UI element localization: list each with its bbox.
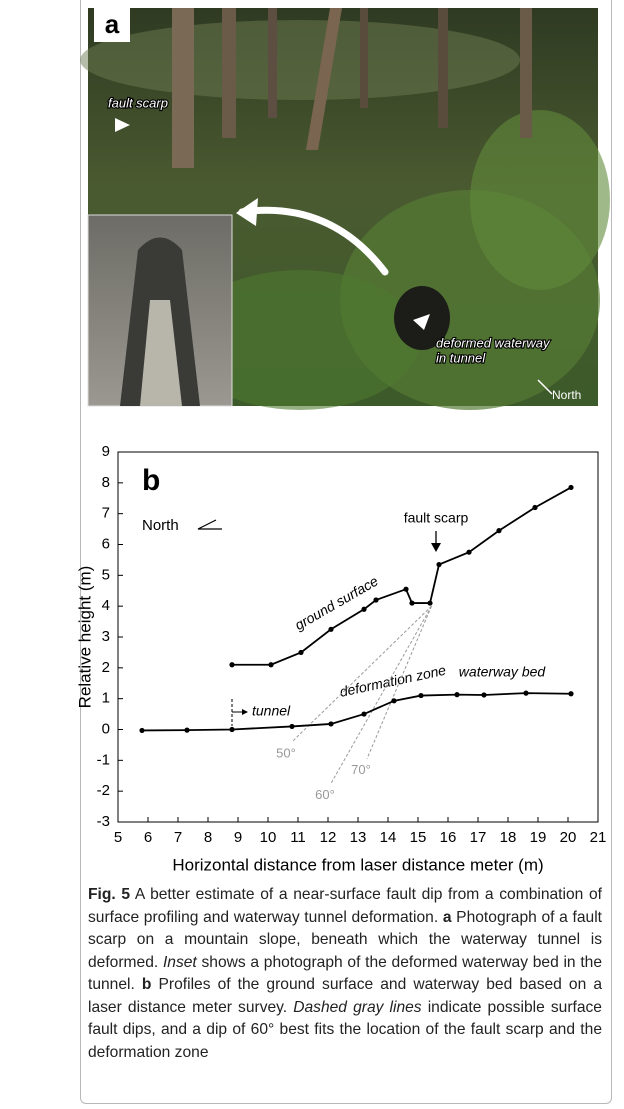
- photo-annotation: in tunnel: [436, 350, 486, 365]
- caption-text: indicate possible surface fault dips, an…: [88, 998, 602, 1061]
- y-tick-label: 3: [102, 628, 110, 645]
- photo-annotation: North: [552, 388, 581, 402]
- caption-text: Inset: [162, 953, 197, 971]
- x-tick-label: 6: [144, 829, 152, 846]
- data-point: [568, 484, 574, 491]
- y-tick-label: -3: [97, 813, 110, 830]
- annotation: tunnel: [252, 703, 291, 719]
- y-tick-label: 7: [102, 505, 110, 522]
- y-axis-title: Relative height (m): [75, 566, 94, 709]
- data-point: [328, 721, 334, 727]
- y-tick-label: -1: [97, 751, 110, 768]
- y-tick-label: 9: [102, 443, 110, 460]
- data-point: [361, 606, 367, 612]
- data-point: [568, 691, 574, 697]
- data-point: [139, 727, 145, 734]
- y-tick-label: 1: [102, 690, 110, 707]
- profile-line: [141, 692, 572, 732]
- data-point: [436, 561, 442, 568]
- data-point: [373, 597, 379, 603]
- x-tick-label: 13: [350, 829, 367, 846]
- data-point: [496, 528, 502, 534]
- profile-chart: b North fault scarp deformation zone tun…: [75, 443, 606, 875]
- y-tick-label: 5: [102, 566, 110, 583]
- profile-line: [232, 486, 572, 666]
- x-tick-label: 20: [560, 829, 577, 846]
- caption-text: Fig. 5: [88, 886, 131, 903]
- caption-text: shows a photograph of the deformed water…: [88, 953, 602, 994]
- annotation: fault scarp: [404, 510, 469, 526]
- caption-text: Profiles of the ground surface and water…: [88, 976, 603, 1016]
- panel-label: a: [105, 9, 120, 39]
- x-tick-label: 15: [410, 829, 427, 846]
- y-tick-label: 2: [102, 659, 110, 676]
- data-point: [523, 690, 529, 696]
- data-point: [289, 723, 295, 730]
- x-tick-label: 11: [290, 829, 306, 846]
- photo-annotation: fault scarp: [108, 95, 168, 110]
- x-tick-label: 19: [530, 829, 547, 846]
- data-point: [268, 662, 274, 668]
- caption: Fig. 5 A better estimate of a near-surfa…: [88, 884, 602, 1064]
- caption-text: b: [141, 976, 152, 993]
- figure: a fault scarp deformed waterway in tunne…: [75, 8, 610, 875]
- data-point: [328, 626, 334, 632]
- data-point: [298, 649, 304, 656]
- x-tick-label: 21: [590, 829, 607, 846]
- dip-line: [291, 605, 432, 743]
- x-tick-label: 12: [320, 829, 337, 846]
- data-point: [418, 692, 424, 699]
- x-tick-label: 7: [174, 829, 182, 846]
- x-tick-label: 9: [234, 829, 242, 846]
- y-tick-label: 4: [102, 597, 110, 614]
- caption-text: Photograph of a fault scarp on a mountai…: [88, 908, 602, 971]
- y-tick-label: -2: [97, 782, 110, 799]
- y-tick-label: 8: [102, 474, 110, 491]
- caption-text: a: [442, 908, 452, 926]
- x-tick-label: 16: [440, 829, 457, 846]
- panel-label: b: [142, 464, 160, 497]
- data-point: [454, 692, 460, 698]
- x-axis-title: Horizontal distance from laser distance …: [172, 855, 543, 874]
- data-point: [403, 586, 409, 592]
- data-point: [361, 711, 367, 717]
- x-tick-label: 10: [260, 829, 277, 846]
- dip-label: 60°: [315, 787, 335, 802]
- data-point: [466, 549, 472, 555]
- series-label: waterway bed: [459, 664, 547, 680]
- data-point: [229, 662, 235, 668]
- caption-text: Dashed gray lines: [293, 998, 422, 1016]
- dip-line: [366, 605, 432, 759]
- annotation: North: [142, 517, 179, 534]
- data-point: [481, 692, 487, 698]
- figure-frame: [80, 0, 612, 1104]
- dip-label: 70°: [351, 762, 371, 777]
- dip-label: 50°: [276, 745, 296, 760]
- dip-line: [330, 605, 432, 784]
- x-tick-label: 8: [204, 829, 212, 846]
- series-label: ground surface: [292, 572, 381, 633]
- photo: a fault scarp deformed waterway in tunne…: [80, 8, 610, 410]
- data-point: [409, 600, 415, 606]
- x-tick-label: 14: [380, 829, 397, 846]
- x-tick-label: 17: [470, 829, 487, 846]
- photo-annotation: deformed waterway: [436, 335, 551, 350]
- data-point: [184, 727, 190, 733]
- data-point: [391, 698, 397, 704]
- x-tick-label: 18: [500, 829, 517, 846]
- caption-text: A better estimate of a near-surface faul…: [88, 886, 602, 926]
- data-point: [427, 600, 433, 606]
- x-tick-label: 5: [114, 829, 122, 846]
- data-point: [229, 726, 235, 733]
- y-tick-label: 6: [102, 535, 110, 552]
- data-point: [532, 504, 538, 511]
- y-tick-label: 0: [102, 720, 110, 737]
